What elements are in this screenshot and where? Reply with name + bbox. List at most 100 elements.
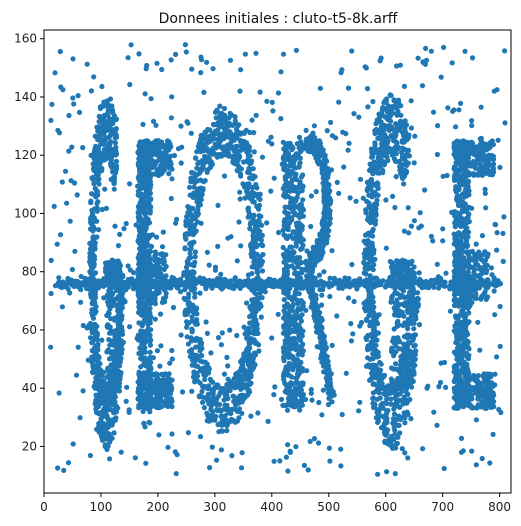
scatter-point: [325, 369, 331, 375]
scatter-point: [395, 337, 402, 343]
scatter-point: [213, 122, 220, 128]
scatter-point: [135, 149, 141, 155]
scatter-point: [138, 193, 145, 199]
scatter-point: [192, 290, 198, 296]
scatter-point: [282, 174, 288, 180]
scatter-point: [288, 202, 294, 208]
scatter-point: [383, 431, 389, 438]
scatter-point: [144, 384, 150, 390]
scatter-point: [282, 146, 288, 152]
scatter-point: [231, 375, 237, 382]
scatter-point: [221, 125, 227, 132]
scatter-point: [299, 245, 305, 251]
scatter-point: [104, 374, 110, 380]
scatter-point: [381, 100, 387, 106]
scatter-point: [315, 238, 321, 245]
scatter-point: [100, 409, 106, 415]
scatter-point: [315, 310, 321, 316]
scatter-point: [285, 141, 291, 147]
scatter-point: [92, 289, 98, 295]
scatter-point: [373, 211, 379, 217]
scatter-point: [382, 132, 388, 138]
scatter-point: [296, 370, 302, 376]
scatter-point: [197, 368, 203, 374]
scatter-point: [118, 290, 124, 296]
scatter-point: [390, 416, 396, 422]
scatter-point: [405, 293, 411, 300]
scatter-point: [140, 373, 146, 380]
scatter-point: [192, 176, 198, 182]
scatter-point: [114, 360, 120, 366]
scatter-point: [142, 360, 148, 366]
scatter-point: [184, 334, 190, 340]
scatter-point: [100, 380, 106, 386]
scatter-point: [105, 324, 111, 330]
scatter-point: [186, 300, 192, 306]
scatter-point: [327, 201, 333, 207]
scatter-point: [287, 381, 293, 387]
scatter-point: [149, 390, 155, 396]
scatter-point: [287, 156, 293, 162]
scatter-point: [251, 307, 257, 313]
scatter-point: [296, 206, 303, 212]
scatter-point: [103, 404, 110, 410]
scatter-point: [294, 141, 300, 147]
scatter-point: [373, 347, 379, 353]
scatter-point: [253, 263, 260, 269]
scatter-point: [138, 355, 144, 362]
scatter-point: [283, 346, 289, 352]
scatter-point: [195, 143, 201, 149]
scatter-point: [92, 246, 98, 252]
scatter-point: [388, 376, 394, 382]
scatter-point: [91, 270, 97, 276]
scatter-point: [212, 131, 218, 137]
scatter-point: [192, 254, 198, 260]
scatter-point: [119, 305, 125, 311]
scatter-point: [90, 224, 96, 231]
scatter-point: [200, 399, 206, 405]
scatter-point: [161, 259, 167, 265]
scatter-point: [141, 403, 147, 409]
scatter-point: [404, 390, 410, 396]
scatter-point: [221, 144, 227, 150]
scatter-point: [145, 318, 151, 324]
scatter-point: [112, 302, 118, 308]
scatter-point: [108, 316, 114, 322]
scatter-point: [112, 129, 118, 135]
scatter-point: [370, 218, 376, 224]
scatter-point: [101, 149, 107, 155]
scatter-point: [375, 419, 381, 425]
scatter-point: [151, 162, 157, 169]
scatter-point: [186, 231, 192, 237]
scatter-point: [202, 376, 208, 383]
scatter-point: [105, 143, 111, 149]
scatter-point: [144, 140, 150, 147]
scatter-point: [258, 314, 264, 320]
scatter-point: [387, 258, 393, 265]
scatter-point: [256, 217, 262, 224]
scatter-point: [317, 149, 323, 156]
scatter-point: [117, 309, 124, 315]
scatter-point: [244, 142, 251, 148]
scatter-point: [99, 434, 105, 441]
scatter-point: [145, 195, 151, 201]
scatter-point: [194, 199, 200, 205]
scatter-point: [140, 228, 146, 234]
scatter-point: [254, 302, 261, 308]
scatter-point: [94, 152, 100, 158]
scatter-point: [250, 199, 256, 205]
scatter-point: [290, 301, 296, 307]
scatter-point: [87, 254, 93, 260]
scatter-point: [394, 422, 401, 428]
scatter-point: [91, 181, 97, 187]
scatter-point: [364, 179, 370, 185]
scatter-point: [396, 309, 402, 315]
scatter-point: [93, 406, 99, 412]
scatter-point: [99, 373, 105, 379]
scatter-point: [293, 153, 299, 159]
scatter-point: [250, 166, 256, 172]
scatter-point: [366, 299, 372, 305]
scatter-point: [291, 322, 297, 328]
scatter-point: [401, 133, 407, 139]
scatter-point: [104, 110, 111, 116]
